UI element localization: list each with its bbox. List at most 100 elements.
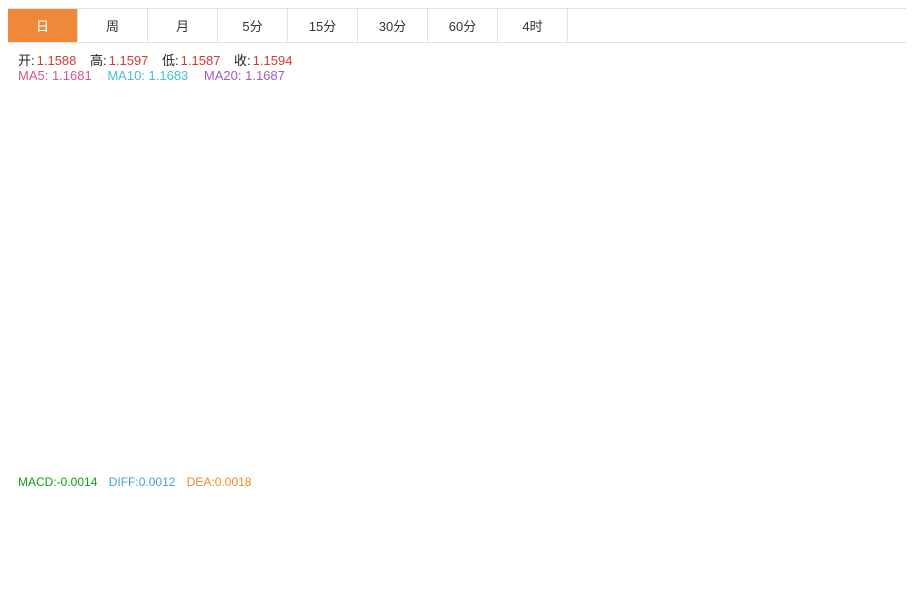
candle <box>378 234 388 268</box>
candle <box>78 379 88 409</box>
price-tick-label: 1.1857 <box>844 69 881 83</box>
candle <box>330 185 340 255</box>
current-price-label: 1.1594 <box>844 197 881 211</box>
candle-body <box>437 195 447 213</box>
macd-bar <box>258 523 268 542</box>
candle-body <box>66 400 76 406</box>
macd-bar <box>150 523 160 525</box>
tab-4[interactable]: 15分 <box>288 9 358 42</box>
macd-bar <box>413 523 423 542</box>
candle-body <box>785 202 795 206</box>
tab-3[interactable]: 5分 <box>218 9 288 42</box>
candle <box>114 353 124 384</box>
candle <box>270 268 280 310</box>
macd-bar <box>390 523 400 552</box>
macd-bar <box>186 523 196 534</box>
candle <box>785 201 795 206</box>
candle-body <box>174 305 184 333</box>
tab-2[interactable]: 月 <box>148 9 218 42</box>
candle <box>437 179 447 213</box>
macd-bar <box>198 523 208 534</box>
macd-bar <box>234 523 244 535</box>
candle-body <box>641 169 651 171</box>
candle <box>629 157 639 159</box>
candle-body <box>461 152 471 174</box>
candle <box>162 287 172 316</box>
dea-line <box>10 500 790 581</box>
candle-body <box>186 332 196 350</box>
candle <box>413 239 423 241</box>
candle-body <box>90 400 100 413</box>
candle <box>653 154 663 203</box>
candle <box>246 279 256 317</box>
tab-0[interactable]: 日 <box>8 9 78 42</box>
candle <box>354 192 364 236</box>
candle-body <box>366 220 376 259</box>
candle-body <box>42 398 52 448</box>
high-label: 高: <box>90 53 107 68</box>
candle <box>665 140 675 217</box>
candle <box>222 272 232 323</box>
macd-bar <box>533 511 543 524</box>
candle <box>42 372 52 458</box>
macd-bar <box>581 520 591 524</box>
macd-bar <box>401 523 411 548</box>
ma10-line <box>10 123 791 399</box>
macd-bar <box>605 519 615 524</box>
candle <box>701 144 711 193</box>
candle-body <box>497 110 507 139</box>
candle-body <box>150 313 160 356</box>
candle-body <box>725 120 735 128</box>
candle-body <box>54 400 64 450</box>
macd-bar <box>330 523 340 538</box>
macd-bar <box>485 518 495 524</box>
macd-bar <box>665 523 675 530</box>
macd-readout: MACD:-0.0014 DIFF:0.0012 DEA:0.0018 <box>18 475 253 489</box>
macd-bar <box>54 523 64 536</box>
candle-body <box>617 152 627 156</box>
macd-bar <box>521 510 531 524</box>
candle <box>725 115 735 143</box>
candle-body <box>258 275 268 291</box>
candle-body <box>342 209 352 227</box>
macd-bar <box>653 523 663 535</box>
candle-body <box>30 369 40 372</box>
candle <box>174 292 184 333</box>
macd-bar <box>545 511 555 524</box>
dea-value: DEA:0.0018 <box>186 475 252 489</box>
ohlc-readout: 开: 1.1588 高: 1.1597 低: 1.1587 收: 1.1594 <box>18 50 302 69</box>
candle <box>737 109 747 138</box>
candle-body <box>605 145 615 153</box>
ma20-value: MA20: 1.1687 <box>203 68 285 83</box>
timeframe-tabs: 日周月 5分 15分 30分 60分 4时 <box>8 8 906 43</box>
candle <box>138 323 148 364</box>
price-tick-label: 1.1657 <box>844 165 881 179</box>
close-value: 1.1594 <box>252 53 293 68</box>
tab-6[interactable]: 60分 <box>428 9 498 42</box>
candle <box>569 108 579 159</box>
price-tick-label: 1.1757 <box>844 117 881 131</box>
candle-body <box>413 239 423 241</box>
macd-bar <box>437 523 447 532</box>
tab-5[interactable]: 30分 <box>358 9 428 42</box>
macd-bar <box>737 499 747 524</box>
macd-bar <box>473 522 483 524</box>
candle-body <box>102 372 112 407</box>
candle-body <box>593 142 603 145</box>
macd-bar <box>713 500 723 524</box>
tab-1[interactable]: 周 <box>78 9 148 42</box>
candle <box>342 192 352 253</box>
tab-7[interactable]: 4时 <box>498 9 568 42</box>
candle <box>677 180 687 221</box>
macd-bar <box>641 523 651 530</box>
price-tick-label: 1.1458 <box>844 261 881 275</box>
macd-bar <box>282 523 292 546</box>
price-tick-label: 1.1558 <box>844 213 881 227</box>
current-price-badge <box>837 194 906 211</box>
macd-bar <box>174 523 184 536</box>
macd-bar <box>509 510 519 524</box>
candle-body <box>581 140 591 149</box>
macd-bar <box>66 523 76 536</box>
candle <box>533 99 543 143</box>
